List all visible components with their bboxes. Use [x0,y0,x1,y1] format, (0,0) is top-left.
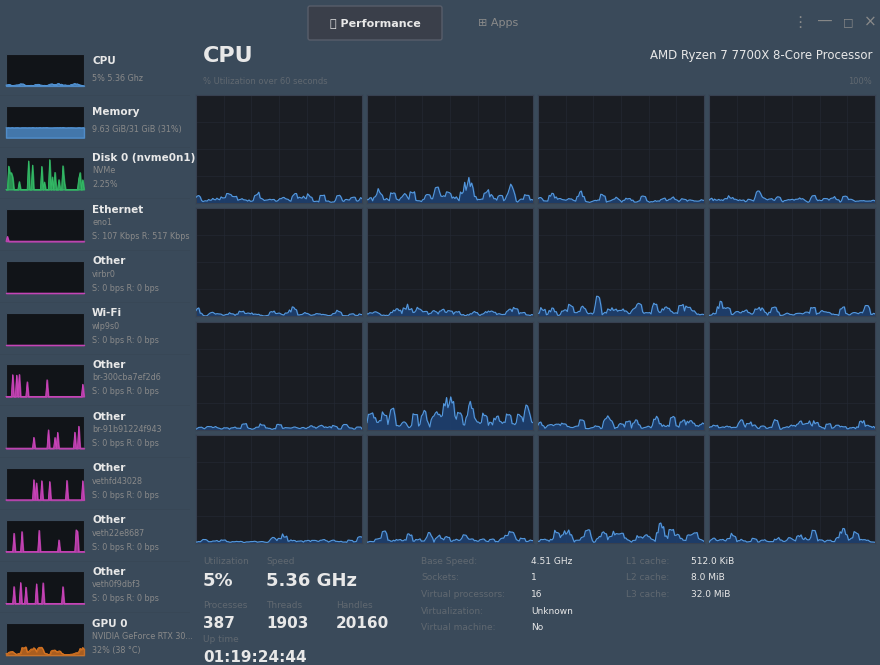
Text: L3 cache:: L3 cache: [626,590,670,599]
Text: Unknown: Unknown [531,606,573,616]
Text: Ethernet: Ethernet [92,205,143,215]
Text: AMD Ryzen 7 7700X 8-Core Processor: AMD Ryzen 7 7700X 8-Core Processor [649,49,872,63]
Text: Handles: Handles [336,601,372,610]
Text: % Utilization over 60 seconds: % Utilization over 60 seconds [203,78,327,86]
Text: Other: Other [92,360,125,370]
Text: CPU: CPU [203,46,253,66]
Text: Other: Other [92,464,125,473]
Text: Virtualization:: Virtualization: [421,606,484,616]
Text: ⋮: ⋮ [792,15,808,29]
Text: Utilization: Utilization [203,557,249,566]
Bar [6,364,84,396]
Text: ⌛ Performance: ⌛ Performance [330,18,421,28]
Bar [6,519,84,552]
Bar [6,261,84,293]
Text: Virtual machine:: Virtual machine: [421,623,495,632]
Text: Base Speed:: Base Speed: [421,557,477,566]
Bar [6,416,84,448]
Text: S: 0 bps R: 0 bps: S: 0 bps R: 0 bps [92,543,159,551]
Bar [6,468,84,500]
Text: S: 0 bps R: 0 bps: S: 0 bps R: 0 bps [92,491,159,500]
Text: Other: Other [92,256,125,267]
Text: NVMe: NVMe [92,166,115,176]
Text: L2 cache:: L2 cache: [626,573,670,583]
Text: 16: 16 [531,590,542,599]
Text: ―: ― [818,15,832,29]
Text: L1 cache:: L1 cache: [626,557,670,566]
Text: Sockets:: Sockets: [421,573,458,583]
Text: S: 0 bps R: 0 bps: S: 0 bps R: 0 bps [92,439,159,448]
Text: 5.36 GHz: 5.36 GHz [266,572,357,590]
Bar [6,106,84,138]
Text: eno1: eno1 [92,218,112,227]
Text: veth0f9dbf3: veth0f9dbf3 [92,581,141,589]
Text: Other: Other [92,412,125,422]
Text: Memory: Memory [92,107,140,117]
Bar [6,209,84,241]
Text: 512.0 KiB: 512.0 KiB [691,557,734,566]
Text: 4.51 GHz: 4.51 GHz [531,557,572,566]
Text: Up time: Up time [203,635,238,644]
Text: S: 0 bps R: 0 bps: S: 0 bps R: 0 bps [92,336,159,344]
Text: br-91b91224f943: br-91b91224f943 [92,425,162,434]
Text: br-300cba7ef2d6: br-300cba7ef2d6 [92,373,161,382]
Text: No: No [531,623,543,632]
Text: Wi-Fi: Wi-Fi [92,308,122,318]
Text: Other: Other [92,567,125,577]
Text: 5% 5.36 Ghz: 5% 5.36 Ghz [92,74,143,82]
Text: ×: × [863,15,876,29]
Text: wlp9s0: wlp9s0 [92,322,121,331]
Text: Threads: Threads [266,601,302,610]
Text: Virtual processors:: Virtual processors: [421,590,505,599]
Text: S: 0 bps R: 0 bps: S: 0 bps R: 0 bps [92,595,159,603]
Text: 387: 387 [203,616,235,631]
Text: 5%: 5% [203,572,233,590]
Text: ⊞ Apps: ⊞ Apps [478,18,518,28]
Text: □: □ [843,17,854,27]
Text: 2.25%: 2.25% [92,180,118,190]
Text: vethfd43028: vethfd43028 [92,477,143,486]
Text: 32% (38 °C): 32% (38 °C) [92,646,141,655]
Text: Disk 0 (nvme0n1): Disk 0 (nvme0n1) [92,153,195,163]
Text: virbr0: virbr0 [92,270,116,279]
Text: 100%: 100% [848,78,872,86]
Text: GPU 0: GPU 0 [92,618,128,628]
Text: 01:19:24:44: 01:19:24:44 [203,650,306,665]
Text: CPU: CPU [92,56,116,66]
Text: S: 0 bps R: 0 bps: S: 0 bps R: 0 bps [92,284,159,293]
Text: Other: Other [92,515,125,525]
FancyBboxPatch shape [308,6,442,40]
Text: NVIDIA GeForce RTX 30...: NVIDIA GeForce RTX 30... [92,632,193,641]
Text: veth22e8687: veth22e8687 [92,529,145,537]
Text: S: 0 bps R: 0 bps: S: 0 bps R: 0 bps [92,387,159,396]
Text: Speed: Speed [266,557,295,566]
Text: 1903: 1903 [266,616,308,631]
Bar [6,158,84,190]
Bar [6,623,84,655]
Text: Processes: Processes [203,601,247,610]
Text: 9.63 GiB/31 GiB (31%): 9.63 GiB/31 GiB (31%) [92,126,182,134]
Text: 32.0 MiB: 32.0 MiB [691,590,730,599]
Text: 8.0 MiB: 8.0 MiB [691,573,725,583]
Text: 20160: 20160 [336,616,389,631]
Bar [6,313,84,344]
Text: 1: 1 [531,573,537,583]
Bar [6,571,84,603]
Bar [6,54,84,86]
Text: S: 107 Kbps R: 517 Kbps: S: 107 Kbps R: 517 Kbps [92,232,189,241]
